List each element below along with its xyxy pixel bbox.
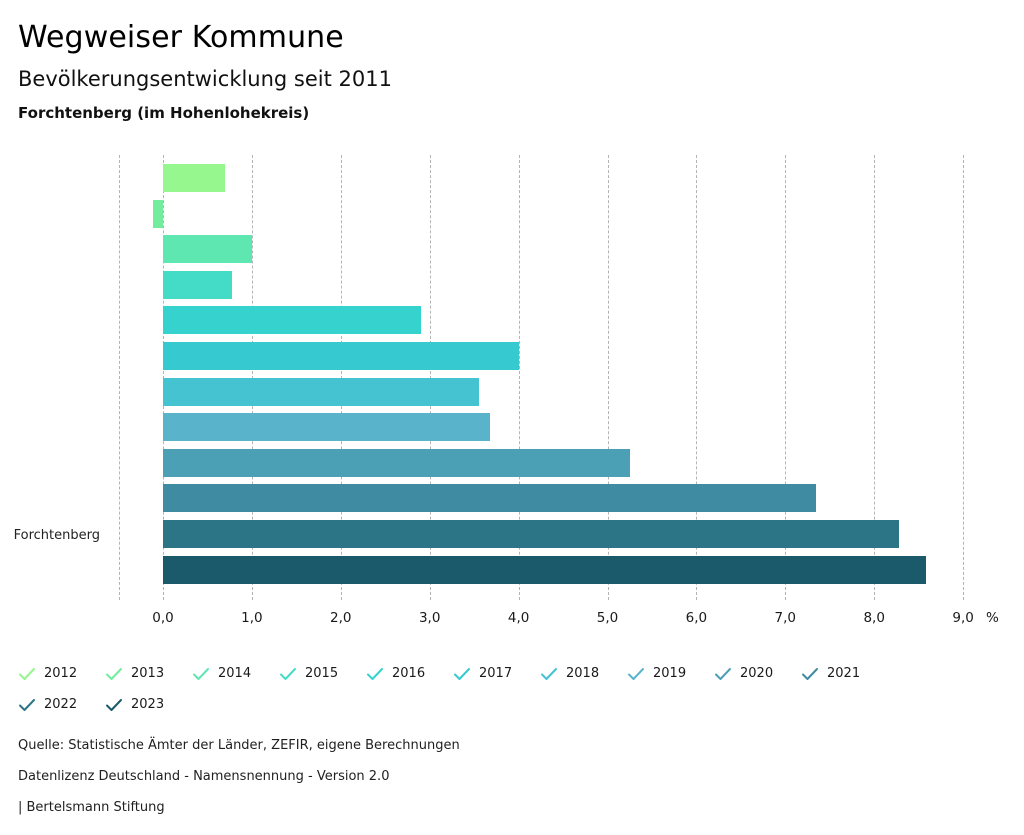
- legend-item-2012[interactable]: 2012: [18, 666, 105, 681]
- legend-item-2013[interactable]: 2013: [105, 666, 192, 681]
- gridline: [607, 155, 609, 600]
- chart-header: Wegweiser Kommune Bevölkerungsentwicklun…: [18, 0, 1008, 123]
- bar-2014[interactable]: [163, 235, 252, 264]
- x-tick-label: 1,0: [241, 610, 263, 626]
- gridline: [518, 155, 520, 600]
- legend-item-2014[interactable]: 2014: [192, 666, 279, 681]
- check-icon: [454, 667, 470, 680]
- legend-item-2023[interactable]: 2023: [105, 697, 192, 712]
- x-tick-label: 3,0: [418, 610, 441, 626]
- check-icon: [106, 698, 122, 711]
- bar-2021[interactable]: [163, 484, 817, 513]
- gridline: [340, 155, 342, 600]
- x-axis: % 0,0 1,0 2,0 3,0 4,0 5,0 6,0 7,0 8,0 9,0: [0, 610, 1024, 634]
- check-icon: [541, 667, 557, 680]
- legend-label: 2019: [653, 666, 687, 681]
- legend-label: 2023: [131, 697, 165, 712]
- legend-label: 2022: [44, 697, 78, 712]
- bar-2018[interactable]: [163, 377, 479, 406]
- chart-legend: 2012 2013 2014 2015 2016 2017 2018 2019 2020 2021…: [18, 658, 1008, 720]
- check-icon: [106, 667, 122, 680]
- chart-footer: Quelle: Statistische Ämter der Länder, Z…: [18, 730, 1008, 823]
- legend-item-2016[interactable]: 2016: [366, 666, 453, 681]
- x-tick-label: 4,0: [507, 610, 530, 626]
- gridline: [963, 155, 965, 600]
- gridline: [874, 155, 876, 600]
- legend-item-2017[interactable]: 2017: [453, 666, 540, 681]
- bar-2013[interactable]: [153, 199, 163, 228]
- check-icon: [19, 698, 35, 711]
- legend-row: 2022 2023: [18, 689, 1008, 720]
- check-icon: [280, 667, 296, 680]
- bar-2015[interactable]: [163, 270, 233, 299]
- x-tick-label: 9,0: [952, 610, 974, 626]
- legend-row: 2012 2013 2014 2015 2016 2017 2018 2019 2020 2021: [18, 658, 1008, 689]
- check-icon: [802, 667, 818, 680]
- bar-2019[interactable]: [163, 413, 491, 442]
- legend-label: 2014: [218, 666, 252, 681]
- chart-place-label: Forchtenberg (im Hohenlohekreis): [18, 104, 310, 122]
- legend-label: 2015: [305, 666, 339, 681]
- category-label: Forchtenberg: [13, 528, 100, 543]
- gridline: [696, 155, 698, 600]
- legend-item-2018[interactable]: 2018: [540, 666, 627, 681]
- x-tick-label: 0,0: [152, 610, 174, 626]
- plot-area: [119, 155, 965, 600]
- footer-line: Quelle: Statistische Ämter der Länder, Z…: [18, 738, 460, 753]
- chart-area: Forchtenberg: [0, 155, 1024, 610]
- footer-line: | Bertelsmann Stiftung: [18, 800, 165, 815]
- gridline: [163, 155, 164, 600]
- bar-2020[interactable]: [163, 448, 630, 477]
- legend-item-2021[interactable]: 2021: [801, 666, 888, 681]
- bar-2022[interactable]: [163, 520, 900, 548]
- legend-label: 2012: [44, 666, 78, 681]
- legend-label: 2017: [479, 666, 513, 681]
- check-icon: [367, 667, 383, 680]
- x-tick-label: 5,0: [596, 610, 619, 626]
- x-tick-label: 2,0: [330, 610, 352, 626]
- check-icon: [628, 667, 644, 680]
- legend-label: 2016: [392, 666, 426, 681]
- bar-2016[interactable]: [163, 306, 421, 335]
- check-icon: [715, 667, 731, 680]
- legend-item-2019[interactable]: 2019: [627, 666, 714, 681]
- gridline: [785, 155, 787, 600]
- x-tick-label: 8,0: [863, 610, 885, 626]
- legend-item-2015[interactable]: 2015: [279, 666, 366, 681]
- x-tick-label: 7,0: [774, 610, 797, 626]
- legend-label: 2018: [566, 666, 600, 681]
- bar-2012[interactable]: [163, 164, 226, 192]
- check-icon: [193, 667, 209, 680]
- gridline: [119, 155, 120, 600]
- gridline: [429, 155, 431, 600]
- page-title: Wegweiser Kommune: [18, 20, 344, 55]
- bar-series-group: [119, 155, 963, 600]
- legend-label: 2021: [827, 666, 861, 681]
- axis-unit-label: %: [986, 610, 999, 626]
- chart-subtitle: Bevölkerungsentwicklung seit 2011: [18, 67, 392, 91]
- legend-label: 2013: [131, 666, 165, 681]
- legend-item-2020[interactable]: 2020: [714, 666, 801, 681]
- legend-item-2022[interactable]: 2022: [18, 697, 105, 712]
- gridline: [251, 155, 253, 600]
- bar-2017[interactable]: [163, 342, 519, 370]
- x-tick-label: 6,0: [685, 610, 708, 626]
- bar-2023[interactable]: [163, 555, 926, 584]
- check-icon: [19, 667, 35, 680]
- legend-label: 2020: [740, 666, 774, 681]
- footer-line: Datenlizenz Deutschland - Namensnennung …: [18, 769, 390, 784]
